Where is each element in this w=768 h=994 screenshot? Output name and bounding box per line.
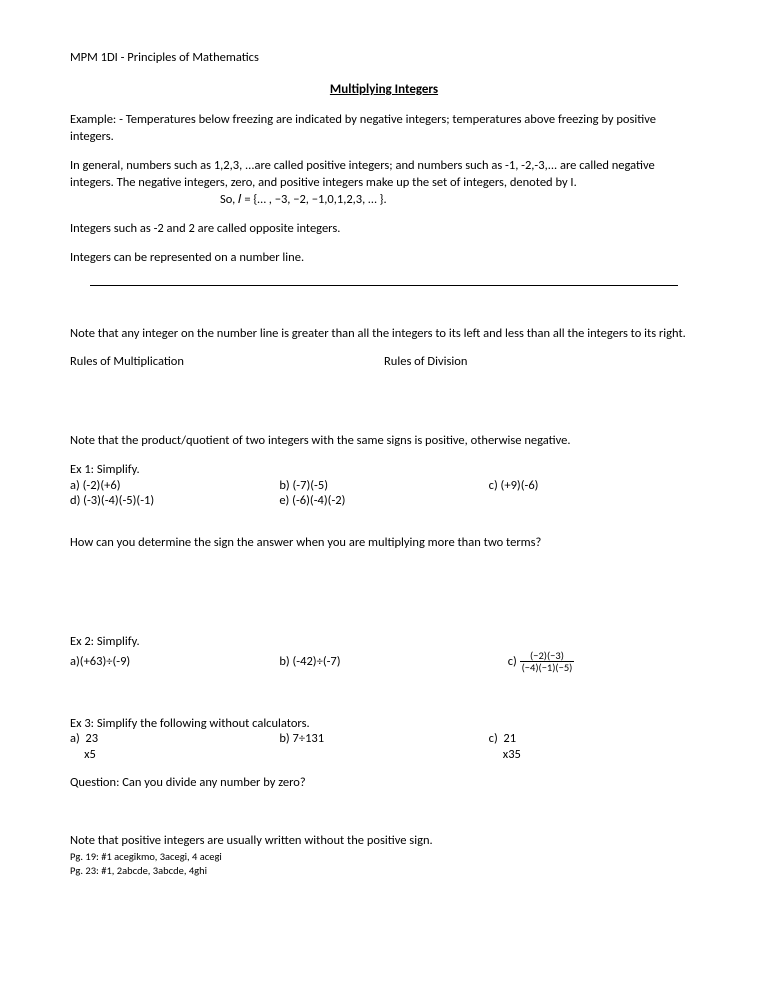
definition-text: In general, numbers such as 1,2,3, ...ar… xyxy=(70,158,655,190)
worksheet-page: MPM 1DI - Principles of Mathematics Mult… xyxy=(0,0,768,909)
ordering-note: Note that any integer on the number line… xyxy=(70,326,698,343)
ex2-a: a)(+63)÷(-9) xyxy=(70,654,279,670)
page-title: Multiplying Integers xyxy=(70,81,698,99)
opposite-integers: Integers such as -2 and 2 are called opp… xyxy=(70,221,698,238)
integer-definition: In general, numbers such as 1,2,3, ...ar… xyxy=(70,158,698,209)
frac-denominator: (−4)(−1)(−5) xyxy=(520,662,575,674)
ex1-e: e) (-6)(-4)(-2) xyxy=(279,493,488,509)
ex3-block: Ex 3: Simplify the following without cal… xyxy=(70,716,698,763)
page-ref-1: Pg. 19: #1 acegikmo, 3acegi, 4 acegi xyxy=(70,850,698,864)
set-notation: So, 𝐼 = {… , −3, −2, −1,0,1,2,3, … }. xyxy=(70,192,698,209)
divide-by-zero-question: Question: Can you divide any number by z… xyxy=(70,775,698,792)
ex3-c-line2: x35 xyxy=(489,747,698,763)
ex2-b: b) (-42)÷(-7) xyxy=(279,654,507,670)
ex1-block: Ex 1: Simplify. a) (-2)(+6) b) (-7)(-5) … xyxy=(70,462,698,509)
number-line xyxy=(90,285,678,286)
rules-row: Rules of Multiplication Rules of Divisio… xyxy=(70,354,698,371)
ex2-block: Ex 2: Simplify. a)(+63)÷(-9) b) (-42)÷(-… xyxy=(70,634,698,674)
ex2-c: c) (−2)(−3) (−4)(−1)(−5) xyxy=(508,650,698,674)
sign-question: How can you determine the sign the answe… xyxy=(70,535,698,552)
ex1-a: a) (-2)(+6) xyxy=(70,478,279,494)
ex1-title: Ex 1: Simplify. xyxy=(70,462,698,478)
ex2-c-label: c) xyxy=(508,654,517,669)
ex1-d: d) (-3)(-4)(-5)(-1) xyxy=(70,493,279,509)
ex1-b: b) (-7)(-5) xyxy=(279,478,488,494)
rules-division: Rules of Division xyxy=(384,354,698,371)
ex2-c-fraction: (−2)(−3) (−4)(−1)(−5) xyxy=(520,650,575,674)
ex3-c-line1: c) 21 xyxy=(489,731,698,747)
ex3-a-line2: x5 xyxy=(70,747,279,763)
ex3-a-line1: a) 23 xyxy=(70,731,279,747)
course-header: MPM 1DI - Principles of Mathematics xyxy=(70,50,698,67)
number-line-intro: Integers can be represented on a number … xyxy=(70,250,698,267)
ex3-c: c) 21 x35 xyxy=(489,731,698,762)
page-ref-2: Pg. 23: #1, 2abcde, 3abcde, 4ghi xyxy=(70,864,698,878)
positive-sign-note: Note that positive integers are usually … xyxy=(70,833,698,850)
ex3-title: Ex 3: Simplify the following without cal… xyxy=(70,716,698,732)
ex1-c: c) (+9)(-6) xyxy=(489,478,698,494)
ex3-b: b) 7÷131 xyxy=(279,731,488,762)
ex3-a: a) 23 x5 xyxy=(70,731,279,762)
sign-rule: Note that the product/quotient of two in… xyxy=(70,433,698,450)
example-intro: Example: - Temperatures below freezing a… xyxy=(70,112,698,146)
ex2-title: Ex 2: Simplify. xyxy=(70,634,698,650)
rules-multiplication: Rules of Multiplication xyxy=(70,354,384,371)
